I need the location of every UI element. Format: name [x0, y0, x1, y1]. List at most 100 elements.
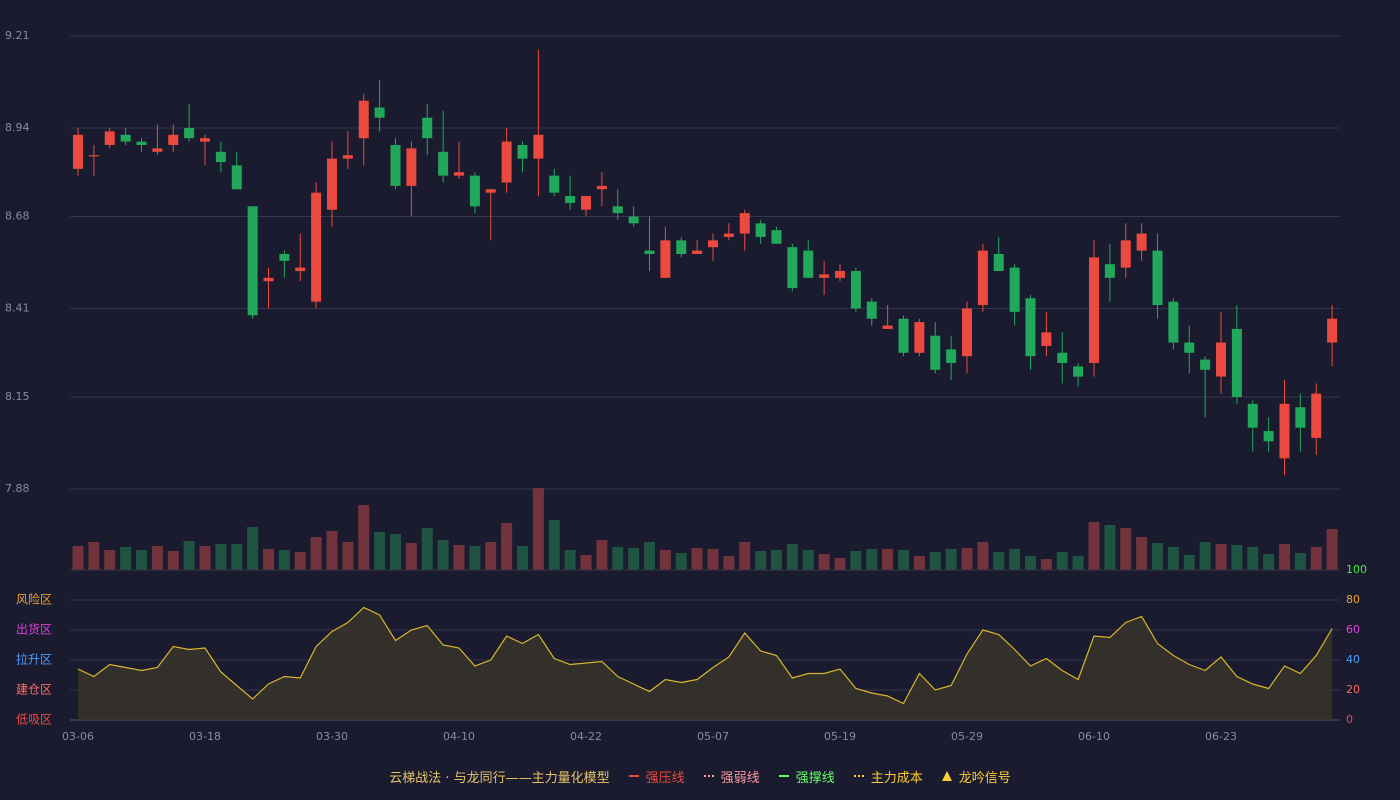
- candle-body: [454, 172, 464, 176]
- zone-label: 建仓区: [16, 683, 52, 697]
- volume-bar: [215, 544, 227, 570]
- y-tick-label: 8.68: [5, 210, 30, 223]
- candle-body: [1168, 301, 1179, 343]
- volume-bar: [199, 546, 211, 570]
- volume-bar: [675, 553, 687, 570]
- volume-bar: [628, 548, 640, 570]
- volume-bar: [421, 528, 433, 570]
- candle-body: [247, 206, 258, 316]
- volume-bar: [834, 558, 846, 570]
- candle-body: [549, 175, 560, 193]
- x-tick-label: 05-07: [697, 730, 729, 743]
- candle-body: [898, 318, 909, 353]
- candle-body: [612, 206, 623, 214]
- volume-bar: [1215, 544, 1227, 570]
- candle-body: [1200, 359, 1211, 370]
- volume-bar: [183, 541, 195, 570]
- volume-bar: [326, 531, 338, 570]
- volume-bar: [342, 542, 354, 570]
- volume-bar: [501, 523, 513, 570]
- x-tick-label: 06-23: [1205, 730, 1237, 743]
- legend-item[interactable]: 强压线: [628, 767, 685, 786]
- volume-bar: [596, 540, 608, 570]
- candle-body: [660, 240, 671, 278]
- legend-label: 强弱线: [720, 770, 760, 786]
- candle-body: [882, 325, 893, 329]
- candle-body: [1216, 342, 1226, 377]
- candle-body: [835, 271, 845, 278]
- candle-body: [1089, 257, 1099, 363]
- volume-bar: [786, 544, 798, 570]
- candle-body: [1327, 318, 1338, 343]
- candle-body: [1295, 407, 1306, 428]
- candle-body: [708, 240, 718, 248]
- volume-bar: [612, 547, 624, 570]
- volume-bar: [1136, 537, 1148, 570]
- volume-bar: [485, 542, 497, 570]
- candle-body: [120, 134, 131, 142]
- volume-bar: [1120, 528, 1132, 570]
- candle-body: [962, 308, 972, 357]
- candle-body: [1057, 352, 1068, 363]
- volume-bar: [977, 542, 989, 570]
- volume-bar: [850, 551, 862, 570]
- candle-body: [771, 230, 782, 244]
- y-tick-label: 40: [1346, 653, 1360, 666]
- legend-icon: [703, 775, 714, 777]
- volume-bar: [453, 545, 465, 570]
- candle-body: [485, 189, 496, 193]
- candle-body: [596, 185, 607, 190]
- volume-bar: [405, 543, 417, 570]
- candle-body: [136, 141, 147, 145]
- volume-bar: [104, 550, 116, 570]
- legend-icon: [941, 771, 952, 781]
- candle-body: [723, 233, 734, 237]
- x-tick-label: 03-30: [316, 730, 348, 743]
- indicator-line: [77, 606, 1333, 705]
- volume-bar: [659, 550, 671, 570]
- legend-label: 强撑线: [795, 770, 835, 786]
- candle-body: [628, 216, 639, 224]
- legend-item[interactable]: 主力成本: [853, 767, 923, 786]
- candle-body: [803, 250, 814, 278]
- chart: 7.88 8.15 8.41 8.68 8.94 9.21 0 20 40 60 80 100 风险区出…: [5, 29, 1367, 743]
- x-tick-label: 05-29: [951, 730, 983, 743]
- candle-body: [1231, 328, 1242, 398]
- volume-bar: [707, 549, 719, 570]
- volume-bar: [72, 546, 84, 570]
- candle-body: [469, 175, 480, 207]
- candle-body: [755, 223, 766, 237]
- candle-body: [946, 349, 957, 363]
- x-tick-label: 03-06: [62, 730, 94, 743]
- volume-bar: [1247, 547, 1259, 570]
- candle-body: [1009, 267, 1020, 312]
- volume-bar: [802, 550, 814, 570]
- legend-icon: [853, 775, 864, 777]
- volume-bar: [771, 550, 782, 570]
- volume-bar: [1088, 522, 1100, 570]
- volume-bar: [1326, 529, 1338, 570]
- volume-bar: [691, 548, 703, 570]
- volume-bar: [818, 554, 830, 570]
- legend-item[interactable]: 龙吟信号: [941, 767, 1011, 786]
- y-tick-label: 8.15: [5, 390, 30, 403]
- candle-body: [279, 253, 290, 261]
- x-tick-label: 06-10: [1078, 730, 1110, 743]
- candle-body: [88, 155, 99, 157]
- candle-body: [311, 192, 322, 302]
- legend-item[interactable]: 强撑线: [778, 767, 835, 786]
- volume-bar: [469, 546, 481, 570]
- volume-bar: [136, 550, 147, 570]
- legend-icon: [628, 775, 639, 777]
- candle-body: [565, 196, 576, 203]
- candle-body: [374, 107, 385, 118]
- legend-item[interactable]: 强弱线: [703, 767, 760, 786]
- x-tick-label: 04-22: [570, 730, 602, 743]
- candle-body: [215, 151, 226, 163]
- candle-body: [977, 250, 988, 306]
- volume-bar: [1104, 525, 1116, 570]
- volume-bar: [263, 549, 274, 570]
- volume-bar: [739, 542, 751, 570]
- volume-bar: [580, 555, 592, 570]
- candle-body: [739, 213, 750, 234]
